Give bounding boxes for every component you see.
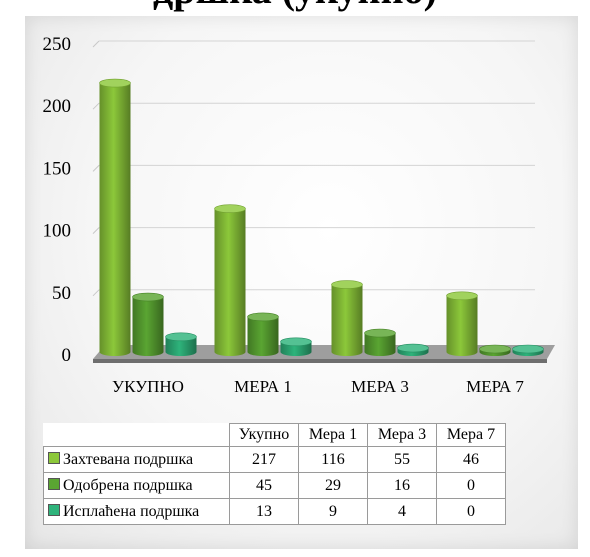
bar [132, 292, 164, 356]
legend-key [48, 477, 60, 490]
chart-title: дршка (укупно) [0, 0, 590, 13]
x-tick-label: УКУПНО [112, 377, 184, 396]
table-header: Мера 7 [436, 423, 506, 447]
table-cell: 9 [298, 498, 368, 525]
table-cell: 55 [367, 446, 437, 473]
table-header: Мера 3 [367, 423, 437, 447]
table-cell: 0 [436, 498, 506, 525]
table-header: Укупно [229, 423, 299, 447]
bar [165, 332, 197, 356]
y-tick-label: 0 [62, 345, 72, 366]
bar [331, 280, 363, 356]
bar [364, 328, 396, 356]
series-label: Одобрена подршка [43, 472, 230, 499]
table-cell: 217 [229, 446, 299, 473]
floor-plate [93, 345, 555, 359]
table-row: Одобрена подршка 45 29 16 0 [43, 472, 506, 499]
bar [397, 343, 429, 356]
gridline [92, 102, 100, 110]
y-tick-label: 50 [52, 283, 71, 304]
table-cell: 13 [229, 498, 299, 525]
series-label: Захтевана подршка [43, 446, 230, 473]
table-corner [43, 423, 230, 447]
series-label: Исплаћена подршка [43, 498, 230, 525]
table-cell: 45 [229, 472, 299, 499]
x-tick-label: МЕРА 3 [351, 377, 409, 396]
table-cell: 46 [436, 446, 506, 473]
series-name: Исплаћена подршка [63, 502, 200, 520]
table-header-row: Укупно Мера 1 Мера 3 Мера 7 [43, 423, 506, 447]
bar [99, 78, 131, 356]
bar [446, 291, 478, 356]
bar [247, 312, 279, 356]
y-tick-label: 100 [43, 221, 72, 242]
series-name: Захтевана подршка [63, 450, 194, 468]
x-tick-label: МЕРА 1 [234, 377, 292, 396]
floor-edge [93, 359, 547, 363]
y-tick-label: 250 [43, 34, 72, 55]
table-row: Захтевана подршка 217 116 55 46 [43, 446, 506, 473]
table-cell: 116 [298, 446, 368, 473]
table-cell: 0 [436, 472, 506, 499]
table-cell: 16 [367, 472, 437, 499]
bar [214, 204, 246, 356]
bar [479, 344, 511, 356]
gridline [92, 289, 100, 297]
table-cell: 4 [367, 498, 437, 525]
bar [512, 344, 544, 356]
gridline [92, 227, 100, 234]
x-tick-label: МЕРА 7 [466, 377, 524, 396]
legend-key [48, 503, 60, 516]
gridline [92, 40, 100, 48]
table-row: Исплаћена подршка 13 9 4 0 [43, 498, 506, 525]
bar [280, 337, 312, 356]
y-tick-label: 200 [43, 96, 72, 117]
series-name: Одобрена подршка [63, 476, 193, 494]
data-table: Укупно Мера 1 Мера 3 Мера 7 Захтевана по… [43, 423, 506, 525]
gridline [92, 165, 100, 172]
y-tick-label: 150 [43, 158, 72, 179]
legend-key [48, 451, 60, 464]
table-cell: 29 [298, 472, 368, 499]
table-header: Мера 1 [298, 423, 368, 447]
